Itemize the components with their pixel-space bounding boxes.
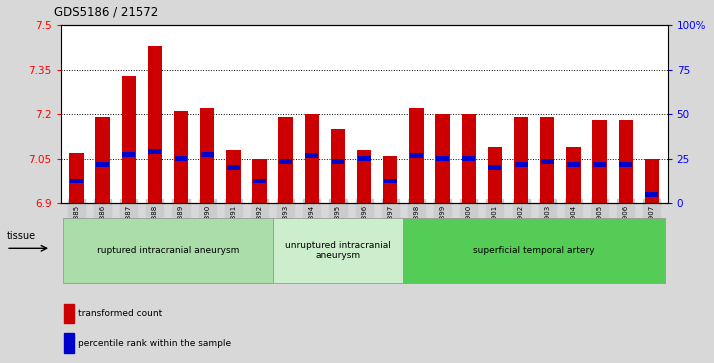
Bar	[96, 117, 110, 203]
Text: superficial temporal artery: superficial temporal artery	[473, 246, 595, 255]
Text: percentile rank within the sample: percentile rank within the sample	[79, 339, 231, 347]
Bar	[278, 117, 293, 203]
Bar	[64, 333, 74, 353]
Bar	[331, 159, 344, 164]
Bar	[566, 147, 580, 203]
Bar	[305, 114, 319, 203]
Bar	[200, 109, 214, 203]
Text: transformed count: transformed count	[79, 309, 163, 318]
Bar	[410, 154, 423, 158]
Bar	[64, 218, 273, 283]
Bar	[540, 117, 555, 203]
Text: GDS5186 / 21572: GDS5186 / 21572	[54, 5, 158, 18]
Bar	[461, 114, 476, 203]
Bar	[357, 150, 371, 203]
Bar	[279, 159, 292, 164]
Bar	[253, 179, 266, 183]
Bar	[70, 179, 83, 183]
Bar	[567, 162, 580, 167]
Bar	[252, 159, 267, 203]
Bar	[540, 159, 554, 164]
Bar	[306, 154, 318, 158]
Text: tissue: tissue	[7, 231, 36, 241]
Bar	[436, 156, 449, 161]
Bar	[122, 152, 135, 157]
Bar	[409, 109, 423, 203]
Bar	[227, 165, 240, 170]
Bar	[488, 147, 502, 203]
Bar	[462, 156, 476, 161]
Bar	[593, 162, 606, 167]
Bar	[69, 153, 84, 203]
Bar	[273, 218, 403, 283]
Text: unruptured intracranial
aneurysm: unruptured intracranial aneurysm	[285, 241, 391, 260]
Bar	[174, 111, 188, 203]
Bar	[96, 162, 109, 167]
Bar	[226, 150, 241, 203]
Bar	[645, 192, 658, 197]
Bar	[148, 46, 162, 203]
Bar	[331, 129, 345, 203]
Bar	[64, 304, 74, 323]
Bar	[593, 120, 607, 203]
Bar	[488, 165, 501, 170]
Bar	[515, 162, 528, 167]
Bar	[358, 156, 371, 161]
Bar	[403, 218, 665, 283]
Bar	[514, 117, 528, 203]
Text: ruptured intracranial aneurysm: ruptured intracranial aneurysm	[97, 246, 239, 255]
Bar	[174, 156, 188, 161]
Bar	[436, 114, 450, 203]
Bar	[384, 179, 397, 183]
Bar	[383, 156, 398, 203]
Bar	[149, 149, 161, 154]
Bar	[619, 162, 632, 167]
Bar	[645, 159, 659, 203]
Bar	[121, 76, 136, 203]
Bar	[618, 120, 633, 203]
Bar	[201, 152, 213, 157]
